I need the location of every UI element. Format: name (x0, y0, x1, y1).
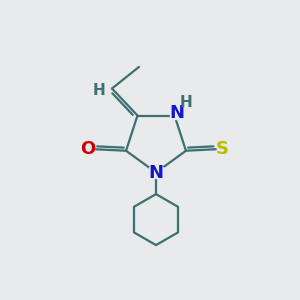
Text: O: O (80, 140, 96, 158)
Bar (217, 144, 228, 154)
Bar (170, 107, 184, 119)
Text: S: S (216, 140, 229, 158)
Text: H: H (93, 82, 106, 98)
Text: H: H (179, 95, 192, 110)
Text: N: N (148, 164, 164, 181)
Text: N: N (169, 104, 184, 122)
Bar (149, 167, 163, 178)
Bar (82, 144, 94, 154)
